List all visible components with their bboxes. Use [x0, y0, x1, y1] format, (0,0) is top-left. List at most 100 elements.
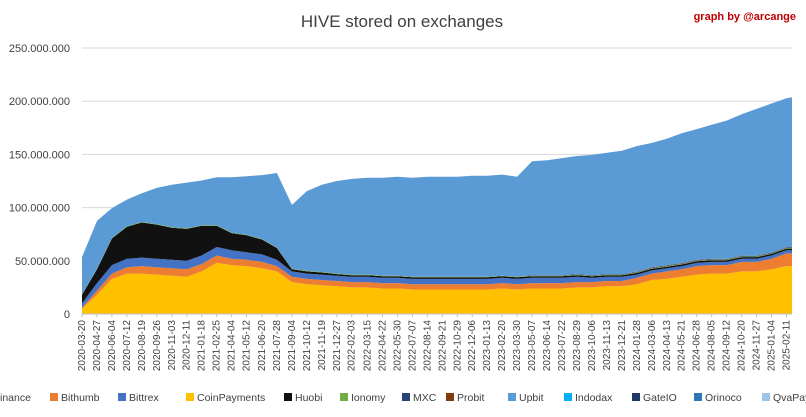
x-tick-label: 2020-08-19	[137, 320, 148, 372]
x-tick-label: 2022-09-21	[437, 320, 448, 372]
legend-label: Huobi	[295, 392, 322, 404]
legend-label: MXC	[413, 392, 437, 404]
legend-label: Orinoco	[705, 392, 742, 404]
legend-item-indodax: Indodax	[564, 392, 613, 404]
x-tick-label: 2024-09-12	[722, 320, 733, 372]
legend-swatch	[402, 393, 410, 401]
legend-label: QvaPay	[773, 392, 806, 404]
x-tick-label: 2020-12-11	[182, 320, 193, 371]
legend-swatch	[762, 393, 770, 401]
legend-label: Indodax	[575, 392, 613, 404]
x-tick-label: 2022-04-22	[378, 320, 389, 372]
legend-swatch	[50, 393, 58, 401]
legend-label: Bithumb	[61, 392, 100, 404]
legend-item-probit: Probit	[446, 392, 485, 404]
x-tick-label: 2021-12-27	[332, 320, 343, 372]
y-tick-label: 200.000.000	[9, 96, 70, 108]
x-tick-label: 2020-07-12	[122, 320, 133, 372]
x-tick-label: 2023-11-13	[602, 320, 613, 371]
x-tick-label: 2023-02-20	[497, 320, 508, 372]
x-tick-label: 2021-05-12	[242, 320, 253, 372]
x-tick-label: 2022-12-06	[467, 320, 478, 372]
x-axis: 2020-03-20 2020-04-27 2020-06-04 2020-07-12…	[77, 314, 793, 371]
x-tick-label: 2021-07-28	[272, 320, 283, 372]
x-tick-label: 2023-06-14	[542, 320, 553, 372]
legend-label: Bittrex	[129, 392, 160, 404]
y-tick-label: 150.000.000	[9, 149, 70, 161]
series-area-huobi	[82, 222, 792, 304]
x-tick-label: 2020-06-04	[107, 320, 118, 372]
x-tick-label: 2023-01-13	[482, 320, 493, 372]
y-tick-label: 100.000.000	[9, 203, 70, 215]
legend-label: Upbit	[519, 392, 544, 404]
legend-item-ionomy: Ionomy	[340, 392, 386, 404]
legend-item-mxc: MXC	[402, 392, 437, 404]
legend-item-coinpayments: CoinPayments	[186, 392, 265, 404]
legend-swatch	[284, 393, 292, 401]
legend-swatch	[508, 393, 516, 401]
y-axis: 0 50.000.000 100.000.000 150.000.000 200.000…	[9, 43, 70, 321]
series-area-bithumb	[82, 253, 792, 309]
legend-item-huobi: Huobi	[284, 392, 322, 404]
x-tick-label: 2020-11-03	[167, 320, 178, 371]
x-tick-label: 2024-03-06	[647, 320, 658, 372]
legend-item-orinoco: Orinoco	[694, 392, 742, 404]
y-tick-label: 50.000.000	[15, 256, 70, 268]
x-tick-label: 2020-03-20	[77, 320, 88, 372]
x-tick-label: 2020-09-26	[152, 320, 163, 372]
x-tick-label: 2024-10-20	[737, 320, 748, 372]
legend-item-bithumb: Bithumb	[50, 392, 100, 404]
x-tick-label: 2022-08-14	[422, 320, 433, 372]
x-tick-label: 2021-11-19	[317, 320, 328, 371]
legend: Binance Bithumb Bittrex CoinPayments Huobi Io…	[0, 392, 806, 404]
x-tick-label: 2021-02-25	[212, 320, 223, 372]
x-tick-label: 2023-03-30	[512, 320, 523, 372]
legend-swatch	[564, 393, 572, 401]
legend-item-binance: Binance	[0, 392, 31, 404]
legend-label: Binance	[0, 392, 31, 404]
legend-label: GateIO	[643, 392, 677, 404]
x-tick-label: 2023-10-06	[587, 320, 598, 372]
legend-swatch	[694, 393, 702, 401]
x-tick-label: 2021-10-12	[302, 320, 313, 372]
legend-swatch	[186, 393, 194, 401]
x-tick-label: 2024-04-13	[662, 320, 673, 372]
stacked-areas	[82, 97, 792, 314]
y-tick-label: 0	[64, 309, 70, 321]
x-tick-label: 2020-04-27	[92, 320, 103, 372]
legend-item-bittrex: Bittrex	[118, 392, 160, 404]
x-tick-label: 2023-08-29	[572, 320, 583, 372]
x-tick-label: 2021-01-18	[197, 320, 208, 372]
x-tick-label: 2025-01-04	[767, 320, 778, 372]
series-area-binance	[82, 262, 792, 314]
x-tick-label: 2021-09-04	[287, 320, 298, 372]
chart-credit: graph by @arcange	[694, 11, 796, 23]
legend-item-qvapay: QvaPay	[762, 392, 806, 404]
legend-swatch	[446, 393, 454, 401]
x-tick-label: 2022-03-15	[363, 320, 374, 372]
x-tick-label: 2022-05-30	[392, 320, 403, 372]
legend-item-upbit: Upbit	[508, 392, 544, 404]
legend-label: Ionomy	[351, 392, 386, 404]
x-tick-label: 2024-08-05	[707, 320, 718, 372]
x-tick-label: 2024-11-27	[752, 320, 763, 371]
legend-label: CoinPayments	[197, 392, 265, 404]
legend-swatch	[632, 393, 640, 401]
legend-swatch	[340, 393, 348, 401]
legend-swatch	[118, 393, 126, 401]
x-tick-label: 2022-10-29	[452, 320, 463, 372]
x-tick-label: 2023-07-22	[557, 320, 568, 372]
x-tick-label: 2021-06-20	[257, 320, 268, 372]
x-tick-label: 2023-12-21	[617, 320, 628, 372]
x-tick-label: 2022-02-03	[347, 320, 358, 372]
x-tick-label: 2025-02-11	[782, 320, 793, 371]
x-tick-label: 2023-05-07	[527, 320, 538, 372]
y-tick-label: 250.000.000	[9, 43, 70, 55]
legend-item-gateio: GateIO	[632, 392, 677, 404]
x-tick-label: 2022-07-07	[407, 320, 418, 372]
chart-title: HIVE stored on exchanges	[301, 12, 503, 31]
x-tick-label: 2024-01-28	[632, 320, 643, 372]
x-tick-label: 2024-06-28	[692, 320, 703, 372]
x-tick-label: 2021-04-04	[227, 320, 238, 372]
